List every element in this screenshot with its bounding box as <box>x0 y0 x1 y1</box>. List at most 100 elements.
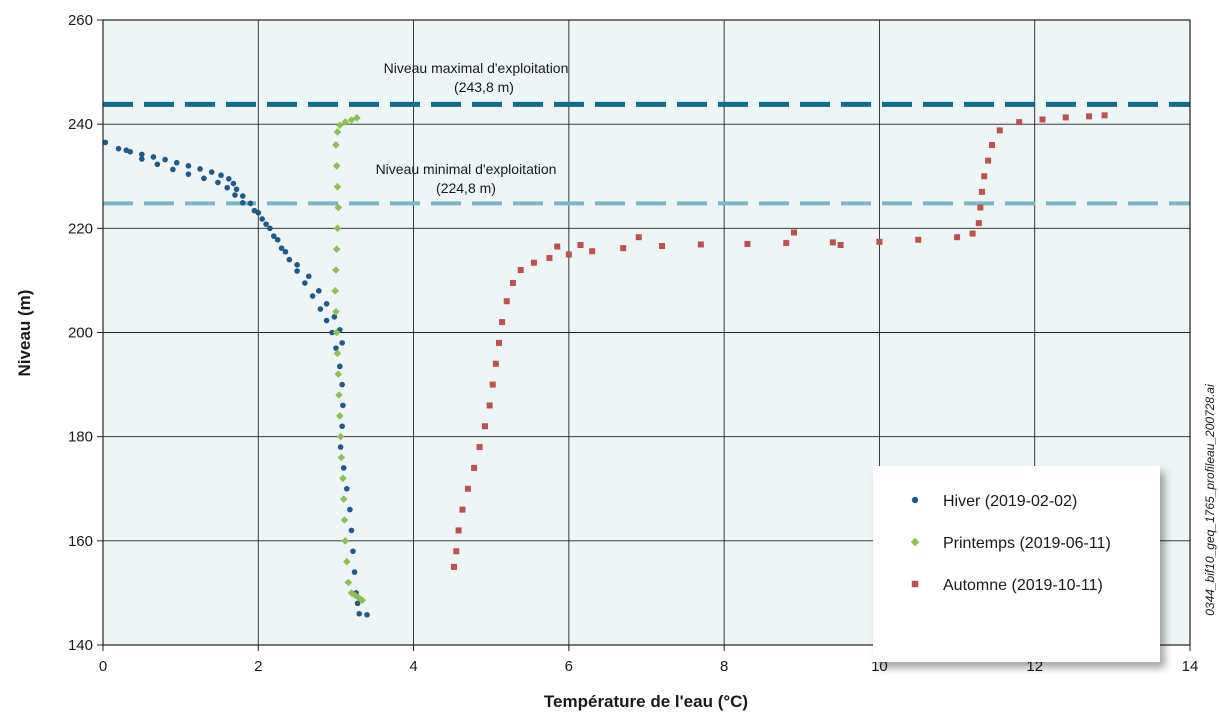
data-point <box>286 256 293 263</box>
data-point <box>201 175 207 182</box>
data-point <box>351 569 358 575</box>
data-point <box>185 163 192 169</box>
data-point <box>339 381 345 388</box>
y-tick-label: 180 <box>68 429 93 446</box>
data-point <box>225 176 232 182</box>
legend-marker <box>911 580 919 588</box>
data-point <box>302 280 308 286</box>
data-point <box>343 485 350 492</box>
data-point <box>1039 116 1046 123</box>
data-point <box>455 527 462 534</box>
figure-id: 0344_bif10_geq_1765_profileau_200728.ai <box>1203 384 1217 616</box>
legend-label: Hiver (2019-02-02) <box>943 493 1077 510</box>
data-point <box>347 506 353 513</box>
data-point <box>453 548 460 555</box>
data-point <box>985 157 992 164</box>
x-tick-label: 4 <box>409 658 417 675</box>
data-point <box>294 261 300 268</box>
data-point <box>342 557 351 566</box>
data-point <box>476 444 483 451</box>
data-point <box>364 611 370 618</box>
data-point <box>492 360 499 367</box>
x-tick-label: 10 <box>871 658 888 675</box>
data-point <box>239 193 246 199</box>
data-point <box>978 188 985 195</box>
y-tick-label: 260 <box>68 12 93 29</box>
data-point <box>977 204 984 211</box>
data-point <box>464 485 471 492</box>
data-point <box>332 328 341 337</box>
data-point <box>333 224 342 233</box>
data-point <box>332 245 341 253</box>
legend-marker <box>910 537 920 547</box>
data-point <box>232 192 238 198</box>
data-point <box>355 594 364 602</box>
data-point <box>305 273 312 280</box>
data-point <box>333 349 342 358</box>
data-point <box>876 238 883 245</box>
x-tick-label: 0 <box>99 658 107 675</box>
series-0 <box>102 139 370 618</box>
data-point <box>969 230 976 237</box>
data-point <box>197 166 203 172</box>
data-point <box>517 267 524 273</box>
data-point <box>139 151 145 158</box>
data-point <box>139 156 145 162</box>
annotation-min-label: Niveau minimal d'exploitation <box>376 161 557 177</box>
data-point <box>1016 119 1023 126</box>
x-tick-label: 12 <box>1026 658 1043 675</box>
y-axis-title: Niveau (m) <box>15 290 34 377</box>
data-point <box>316 288 322 294</box>
data-point <box>337 363 343 370</box>
data-point <box>339 495 348 503</box>
data-point <box>350 548 356 555</box>
data-point <box>565 251 572 258</box>
y-tick-label: 220 <box>68 220 93 237</box>
data-point <box>482 423 489 430</box>
data-point <box>336 432 345 441</box>
plot-frame <box>102 19 1191 646</box>
data-point <box>344 578 353 587</box>
data-point <box>1086 113 1093 120</box>
data-point <box>339 423 345 430</box>
data-point <box>1101 112 1108 119</box>
legend-box <box>873 466 1160 662</box>
annotation-max-label: Niveau maximal d'exploitation <box>384 60 569 76</box>
data-point <box>791 229 798 236</box>
data-point <box>336 412 344 420</box>
data-point <box>332 307 340 316</box>
data-point <box>341 537 350 545</box>
data-point <box>471 464 478 471</box>
data-point <box>744 240 751 247</box>
data-point <box>278 245 285 251</box>
data-point <box>332 162 341 170</box>
data-point <box>337 453 346 462</box>
data-point <box>915 236 922 243</box>
data-point <box>358 596 367 605</box>
data-point <box>499 319 506 326</box>
legend-label: Printemps (2019-06-11) <box>943 535 1111 552</box>
data-point <box>339 474 347 483</box>
data-point <box>354 600 361 607</box>
data-point <box>162 156 168 163</box>
annotation-max-value: (243,8 m) <box>454 79 514 95</box>
data-point <box>450 563 457 570</box>
data-point <box>263 221 269 227</box>
data-point <box>495 339 502 346</box>
data-point <box>356 610 363 617</box>
y-tick-label: 200 <box>68 325 93 342</box>
annotation-min-value: (224,8 m) <box>436 180 496 196</box>
data-point <box>239 200 246 206</box>
y-tick-label: 160 <box>68 533 93 550</box>
data-point <box>309 293 316 299</box>
data-point <box>102 139 109 146</box>
data-point <box>635 234 642 241</box>
data-point <box>975 220 982 227</box>
data-point <box>783 239 790 246</box>
data-point <box>170 166 176 173</box>
data-point <box>247 200 254 207</box>
data-point <box>154 161 161 168</box>
data-point <box>589 248 596 255</box>
x-tick-label: 14 <box>1182 658 1199 675</box>
